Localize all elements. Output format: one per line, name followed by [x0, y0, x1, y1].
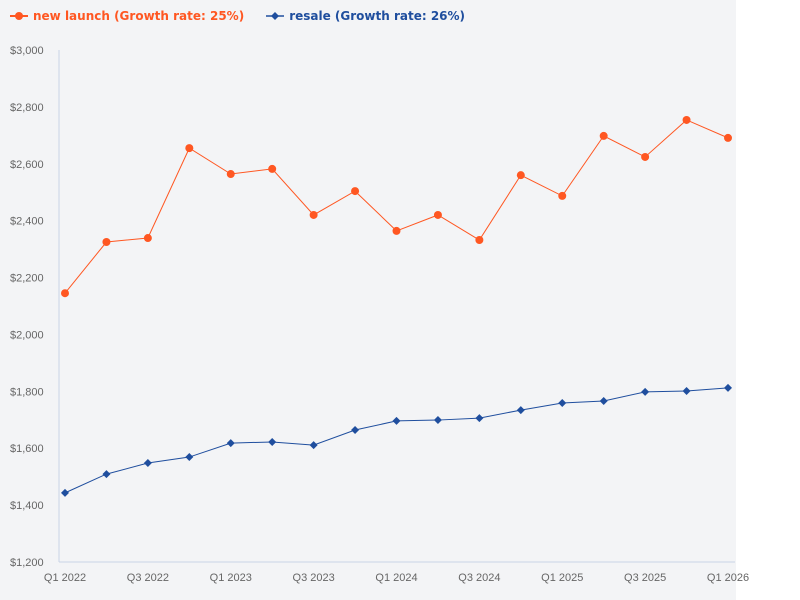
data-point [558, 191, 567, 200]
data-point [185, 453, 194, 462]
y-tick-label: $1,200 [10, 557, 44, 569]
data-point [516, 171, 525, 180]
data-point [102, 470, 111, 479]
x-tick-label: Q1 2023 [210, 572, 252, 584]
data-point [309, 441, 318, 450]
x-tick-label: Q3 2024 [458, 572, 500, 584]
data-point [558, 398, 567, 407]
x-tick-label: Q3 2023 [293, 572, 335, 584]
x-tick-label: Q1 2026 [707, 572, 749, 584]
y-tick-label: $1,800 [10, 386, 44, 398]
y-tick-label: $2,800 [10, 102, 44, 114]
data-point [351, 187, 360, 196]
y-tick-label: $2,200 [10, 273, 44, 285]
series-line-new-launch [64, 119, 729, 294]
y-tick-label: $2,600 [10, 159, 44, 171]
data-point [682, 387, 691, 396]
circle-marker-icon [10, 12, 28, 20]
data-point [61, 488, 69, 497]
diamond-marker-icon [266, 12, 285, 20]
data-point [102, 238, 111, 246]
y-tick-label: $2,400 [10, 216, 44, 228]
data-point [226, 170, 235, 179]
data-point [433, 416, 442, 425]
y-tick-label: $1,400 [10, 500, 44, 512]
y-tick-label: $3,000 [10, 45, 44, 57]
data-point [268, 437, 277, 446]
x-tick-label: Q1 2022 [44, 572, 86, 584]
data-point [599, 397, 608, 406]
data-point [185, 144, 194, 153]
series-line-resale [64, 387, 729, 494]
data-point [599, 131, 608, 140]
x-tick-label: Q3 2022 [127, 572, 169, 584]
data-point [724, 133, 732, 142]
x-tick-label: Q1 2024 [375, 572, 417, 584]
data-point [351, 426, 360, 435]
data-point [392, 226, 401, 235]
x-tick-label: Q1 2025 [541, 572, 583, 584]
legend-label: resale (Growth rate: 26%) [289, 9, 466, 23]
data-point [516, 406, 525, 415]
data-point [392, 416, 401, 425]
data-point [143, 234, 152, 243]
data-point [268, 164, 277, 173]
data-point [682, 115, 691, 124]
data-point [433, 210, 442, 219]
legend: new launch (Growth rate: 25%) resale (Gr… [10, 9, 465, 23]
data-point [143, 459, 152, 468]
data-point [475, 414, 484, 423]
data-point [226, 439, 235, 448]
legend-item-resale[interactable]: resale (Growth rate: 26%) [266, 9, 465, 23]
legend-label: new launch (Growth rate: 25%) [33, 9, 245, 23]
data-point [641, 387, 650, 396]
data-point [641, 152, 650, 161]
data-point [475, 236, 484, 245]
y-tick-label: $2,000 [10, 329, 44, 341]
data-point [309, 210, 318, 219]
y-tick-label: $1,600 [10, 443, 44, 455]
data-point [724, 383, 732, 392]
x-tick-label: Q3 2025 [624, 572, 666, 584]
legend-item-new-launch[interactable]: new launch (Growth rate: 25%) [10, 9, 244, 23]
plot-background [0, 0, 736, 600]
data-point [61, 289, 69, 298]
